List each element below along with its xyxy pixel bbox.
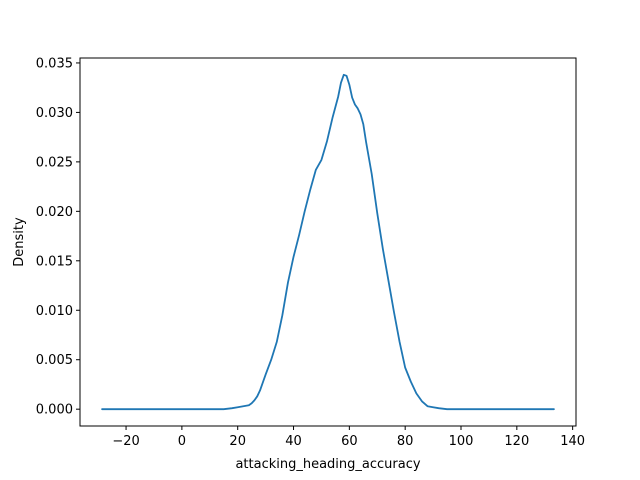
x-tick-label: 0	[178, 434, 186, 449]
x-axis-label: attacking_heading_accuracy	[235, 457, 420, 472]
x-tick-label: 100	[449, 434, 474, 449]
y-tick-label: 0.000	[36, 403, 73, 418]
x-tick-label: 120	[504, 434, 529, 449]
y-tick-label: 0.010	[36, 304, 73, 319]
x-tick-label: 140	[560, 434, 585, 449]
x-tick-label: 80	[397, 434, 414, 449]
y-tick-label: 0.005	[36, 353, 73, 368]
x-tick-label: 60	[341, 434, 358, 449]
x-tick-label: 40	[285, 434, 302, 449]
y-axis-label: Density	[12, 217, 27, 267]
x-tick-label: −20	[112, 434, 139, 449]
y-tick-label: 0.025	[36, 155, 73, 170]
x-tick-label: 20	[229, 434, 246, 449]
y-tick-label: 0.015	[36, 254, 73, 269]
y-tick-label: 0.020	[36, 205, 73, 220]
y-tick-label: 0.035	[36, 56, 73, 71]
y-tick-label: 0.030	[36, 106, 73, 121]
